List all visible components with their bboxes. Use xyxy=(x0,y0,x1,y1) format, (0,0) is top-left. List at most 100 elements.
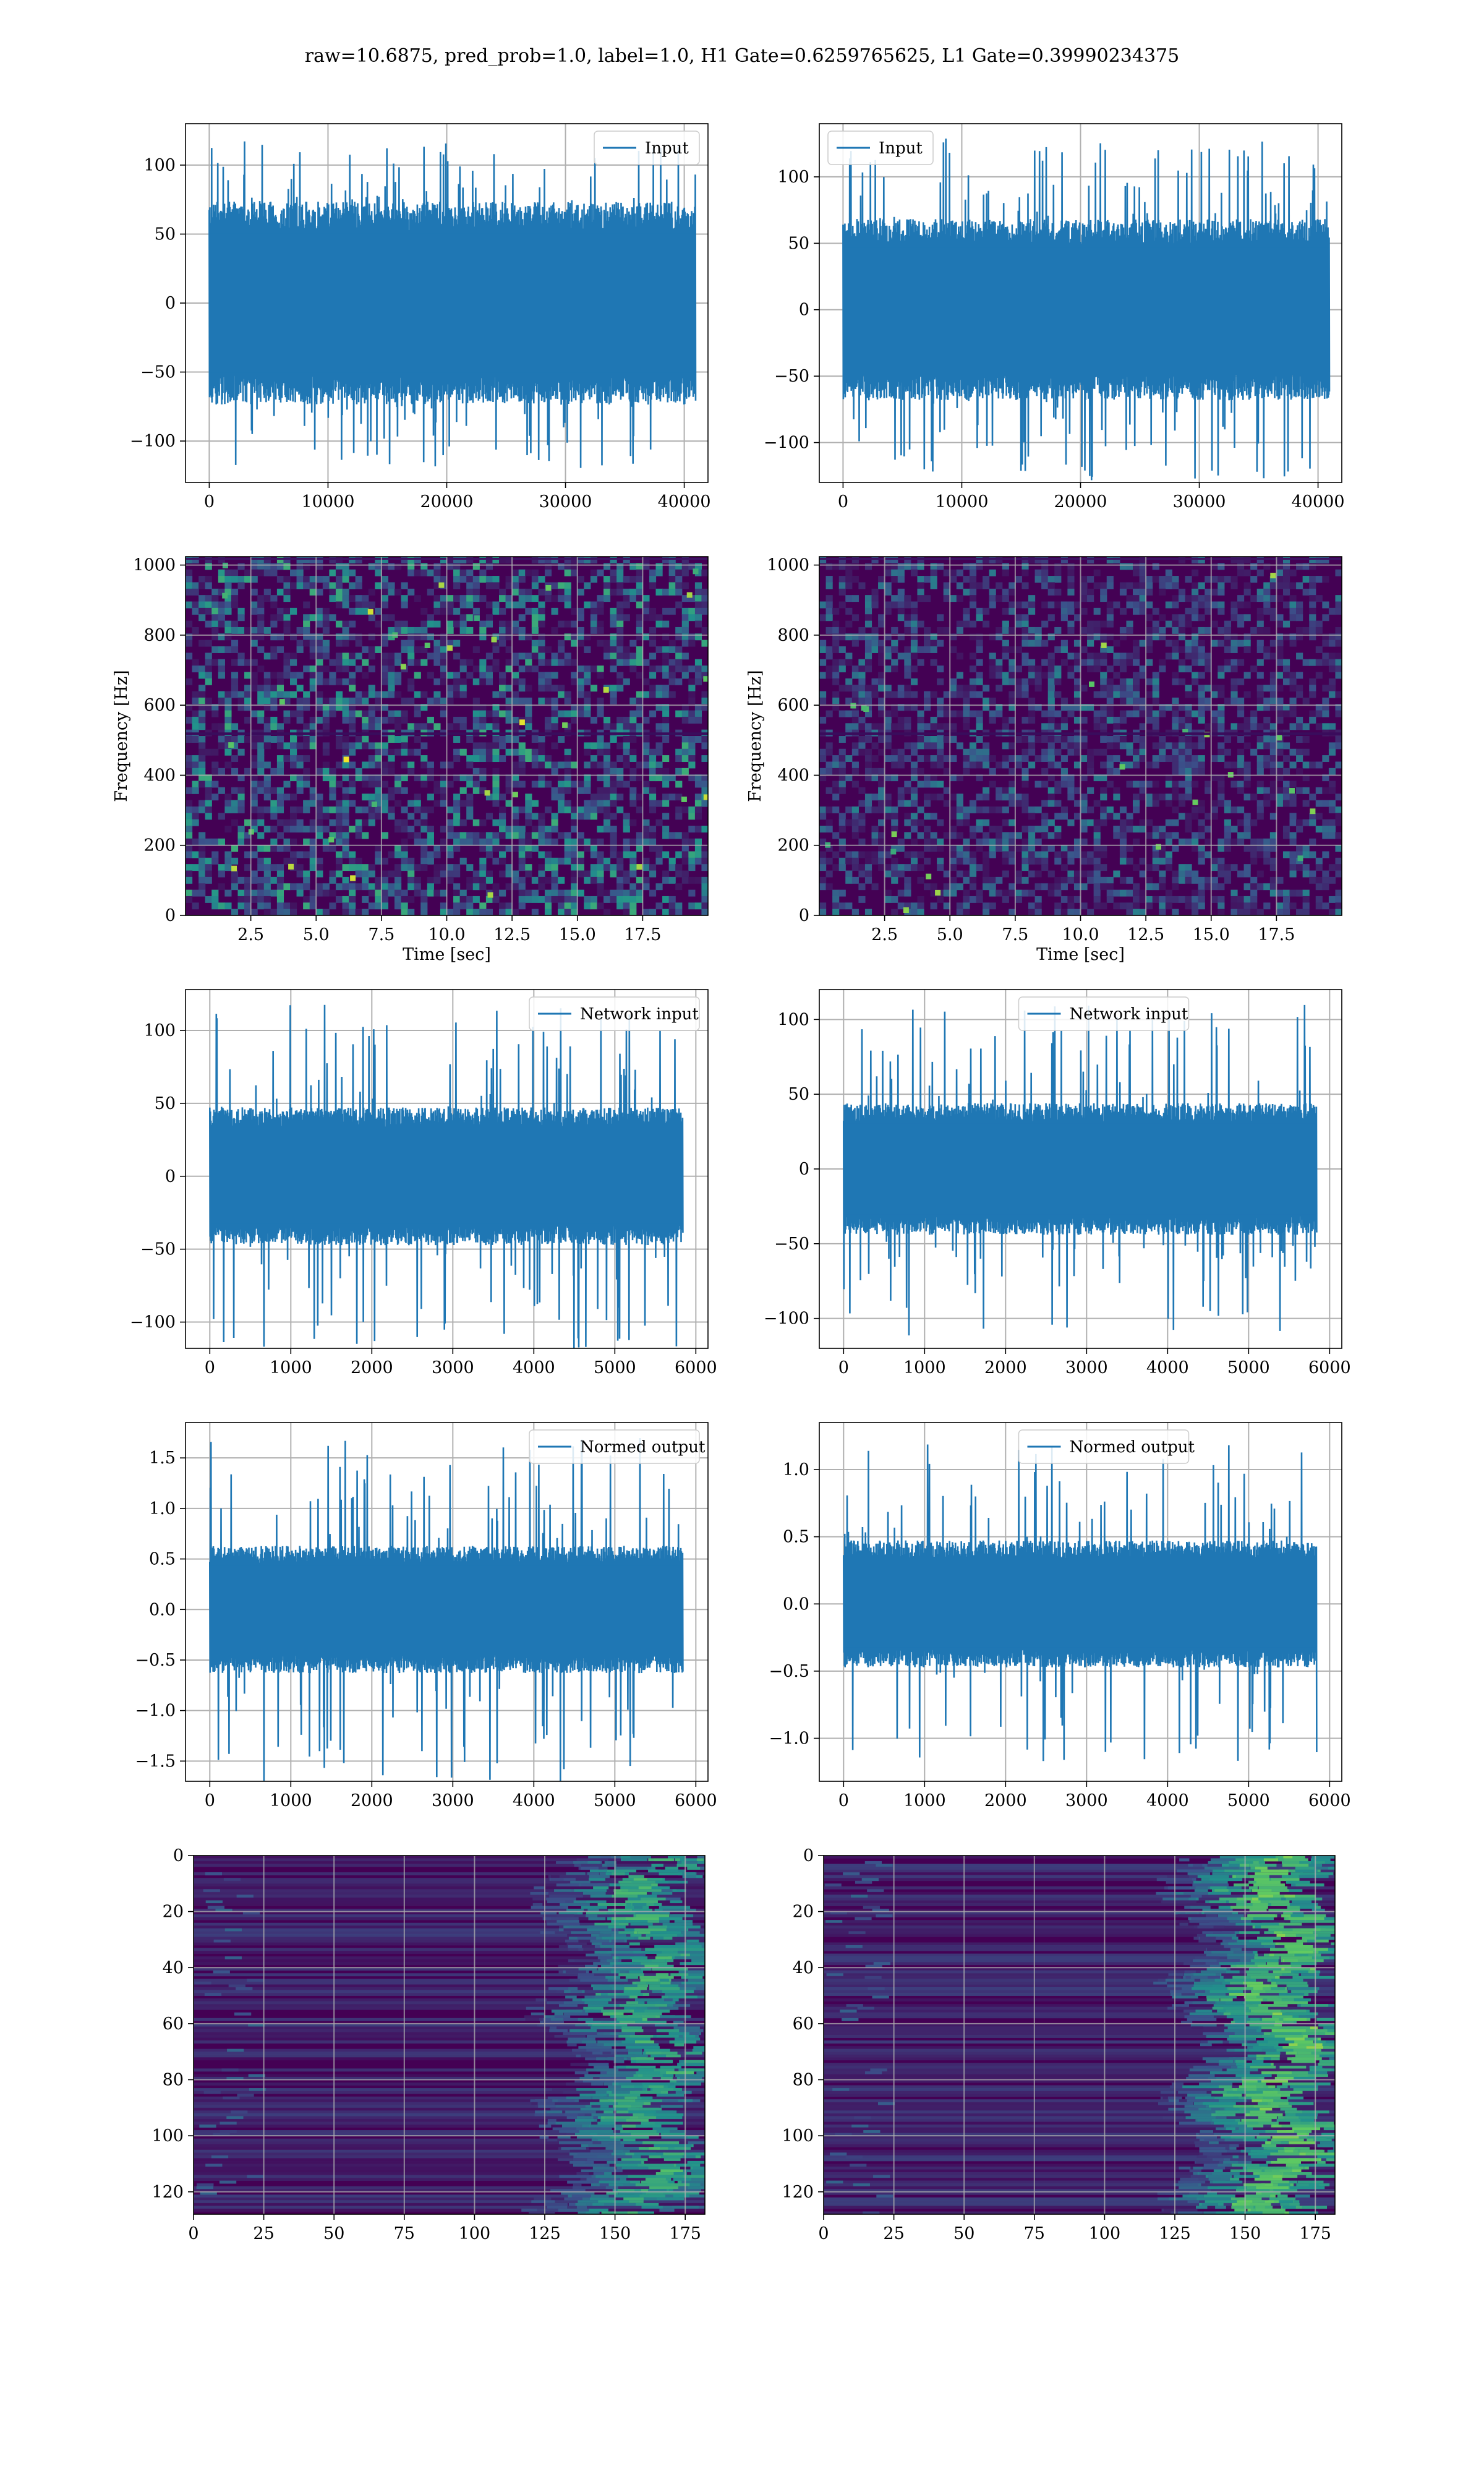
h1-feature-map-ytick-label: 0 xyxy=(173,1846,184,1865)
h1-network-input-xtick-label: 5000 xyxy=(594,1358,636,1377)
h1-network-input-panel: 0 1000 2000 3000 4000 5000 6000 −100 −50 0 50 100 Ne… xyxy=(130,989,717,1377)
l1-network-input-xtick-label: 6000 xyxy=(1308,1358,1351,1377)
h1-input-xtick-label: 10000 xyxy=(302,492,355,511)
h1-spectrogram-xtick-label: 17.5 xyxy=(624,925,661,944)
h1-feature-map-frame xyxy=(193,1855,706,2215)
h1-network-input-xtick-label: 3000 xyxy=(432,1358,474,1377)
l1-spectrogram-ytick-label: 0 xyxy=(799,906,809,925)
h1-network-input-legend: Network input xyxy=(529,996,700,1031)
l1-spectrogram-xtick-label: 12.5 xyxy=(1127,925,1164,944)
l1-normed-output-ytick-label: 1.0 xyxy=(783,1460,809,1479)
h1-network-input-xtick-label: 2000 xyxy=(351,1358,393,1377)
l1-network-input-ytick-label: 100 xyxy=(777,1010,809,1029)
l1-feature-map-ytick-label: 60 xyxy=(793,2014,814,2034)
l1-spectrogram-xtick-label: 17.5 xyxy=(1258,925,1295,944)
h1-network-input-xtick-label: 0 xyxy=(205,1358,215,1377)
h1-input-ytick-label: 100 xyxy=(143,156,176,175)
l1-network-input-legend-label: Network input xyxy=(1070,1005,1188,1024)
h1-input-panel: 0 10000 20000 30000 40000 −100 −50 0 50 100 Input xyxy=(130,123,711,511)
h1-feature-map-xtick-label: 0 xyxy=(188,2224,198,2243)
l1-input-ytick-label: −100 xyxy=(764,434,809,453)
l1-spectrogram-ytick-label: 600 xyxy=(777,696,809,715)
h1-normed-output-ytick-label: −0.5 xyxy=(135,1651,176,1670)
h1-normed-output-xtick-label: 6000 xyxy=(675,1791,717,1810)
h1-feature-map-panel: 0 25 50 75 100 125 150 175 0 20 40 60 80 100 120 xyxy=(151,1846,706,2243)
l1-normed-output-legend: Normed output xyxy=(1018,1429,1195,1464)
l1-normed-output-ytick-label: 0.0 xyxy=(783,1594,809,1614)
h1-normed-output-ytick-label: −1.5 xyxy=(135,1752,176,1771)
l1-spectrogram-xtick-label: 10.0 xyxy=(1062,925,1099,944)
h1-feature-map-image xyxy=(194,1856,705,2214)
l1-spectrogram-ylabel: Frequency [Hz] xyxy=(746,670,765,802)
h1-input-legend: Input xyxy=(594,131,700,165)
h1-spectrogram-xtick-label: 15.0 xyxy=(559,925,596,944)
h1-input-ytick-label: −100 xyxy=(130,432,176,451)
h1-network-input-ytick-label: 100 xyxy=(143,1021,176,1040)
l1-normed-output-xtick-label: 5000 xyxy=(1227,1791,1270,1810)
l1-normed-output-xtick-label: 0 xyxy=(838,1791,849,1810)
l1-spectrogram-xtick-label: 2.5 xyxy=(871,925,898,944)
l1-normed-output-xtick-label: 2000 xyxy=(984,1791,1027,1810)
h1-input-ytick-label: 50 xyxy=(155,225,176,244)
h1-input-ytick-label: 0 xyxy=(165,294,176,313)
l1-normed-output-panel: 0 1000 2000 3000 4000 5000 6000 −1.0 −0.5 0.0 0.5 1… xyxy=(769,1422,1351,1810)
l1-feature-map-frame xyxy=(823,1855,1336,2215)
figure-suptitle: raw=10.6875, pred_prob=1.0, label=1.0, H… xyxy=(305,45,1179,67)
l1-feature-map-xtick-label: 0 xyxy=(818,2224,829,2243)
h1-normed-output-panel: 0 1000 2000 3000 4000 5000 6000 −1.5 −1.0 −0.5 0.0… xyxy=(135,1422,717,1810)
l1-input-xtick-label: 20000 xyxy=(1054,492,1107,511)
l1-feature-map-ytick-label: 0 xyxy=(803,1846,814,1865)
l1-feature-map-xtick-label: 100 xyxy=(1089,2224,1121,2243)
h1-spectrogram-panel: 2.5 5.0 7.5 10.0 12.5 15.0 17.5 0 200 400 600 800 10… xyxy=(112,556,709,964)
l1-feature-map-xtick-label: 150 xyxy=(1229,2224,1261,2243)
l1-feature-map-xtick-label: 75 xyxy=(1024,2224,1045,2243)
h1-normed-output-xtick-label: 3000 xyxy=(432,1791,474,1810)
h1-input-ytick-label: −50 xyxy=(140,363,176,382)
l1-spectrogram-xtick-label: 5.0 xyxy=(937,925,963,944)
h1-normed-output-xtick-label: 5000 xyxy=(594,1791,636,1810)
h1-normed-output-series-core xyxy=(210,1565,683,1653)
h1-normed-output-xtick-label: 1000 xyxy=(270,1791,312,1810)
l1-feature-map-ytick-label: 20 xyxy=(793,1903,814,1922)
h1-normed-output-xtick-label: 4000 xyxy=(513,1791,555,1810)
h1-network-input-ytick-label: −100 xyxy=(130,1313,176,1332)
h1-network-input-legend-label: Network input xyxy=(580,1005,699,1024)
h1-spectrogram-xtick-label: 7.5 xyxy=(368,925,394,944)
l1-input-series-core xyxy=(843,247,1330,372)
h1-normed-output-ytick-label: −1.0 xyxy=(135,1701,176,1721)
l1-network-input-ytick-label: 50 xyxy=(788,1085,809,1104)
l1-network-input-legend: Network input xyxy=(1018,996,1190,1031)
l1-feature-map-ytick-label: 120 xyxy=(782,2183,814,2202)
h1-feature-map-xtick-label: 25 xyxy=(253,2224,274,2243)
h1-input-xtick-label: 0 xyxy=(204,492,215,511)
h1-spectrogram-ytick-label: 600 xyxy=(143,696,176,715)
h1-spectrogram-xtick-label: 10.0 xyxy=(428,925,465,944)
h1-input-xtick-label: 20000 xyxy=(420,492,474,511)
l1-input-ytick-label: 100 xyxy=(777,168,809,187)
l1-spectrogram-ytick-label: 200 xyxy=(777,836,809,855)
h1-normed-output-ytick-label: 1.5 xyxy=(149,1449,176,1468)
l1-input-xtick-label: 10000 xyxy=(936,492,989,511)
l1-network-input-xtick-label: 2000 xyxy=(984,1358,1027,1377)
l1-input-legend: Input xyxy=(827,131,934,165)
l1-network-input-xtick-label: 4000 xyxy=(1146,1358,1189,1377)
h1-normed-output-xtick-label: 0 xyxy=(205,1791,215,1810)
l1-spectrogram-xtick-label: 15.0 xyxy=(1193,925,1230,944)
l1-spectrogram-panel: 2.5 5.0 7.5 10.0 12.5 15.0 17.5 0 200 400 600 800 10… xyxy=(746,556,1342,964)
l1-network-input-series-core xyxy=(843,1123,1317,1215)
h1-feature-map-ytick-label: 20 xyxy=(163,1903,184,1922)
h1-feature-map-xtick-label: 150 xyxy=(599,2224,631,2243)
h1-input-series-core xyxy=(209,233,696,373)
h1-feature-map-xtick-label: 175 xyxy=(669,2224,701,2243)
h1-spectrogram-ytick-label: 1000 xyxy=(133,556,176,575)
l1-network-input-xtick-label: 0 xyxy=(838,1358,849,1377)
l1-normed-output-ytick-label: −1.0 xyxy=(769,1729,809,1748)
h1-network-input-ytick-label: 0 xyxy=(165,1167,176,1186)
l1-network-input-panel: 0 1000 2000 3000 4000 5000 6000 −100 −50 0 50 100 Ne… xyxy=(764,989,1351,1377)
l1-feature-map-image xyxy=(824,1856,1335,2214)
l1-network-input-xtick-label: 5000 xyxy=(1227,1358,1270,1377)
h1-feature-map-ytick-label: 40 xyxy=(163,1958,184,1977)
l1-input-xtick-label: 30000 xyxy=(1173,492,1226,511)
h1-network-input-xtick-label: 6000 xyxy=(675,1358,717,1377)
h1-normed-output-ytick-label: 1.0 xyxy=(149,1499,176,1518)
